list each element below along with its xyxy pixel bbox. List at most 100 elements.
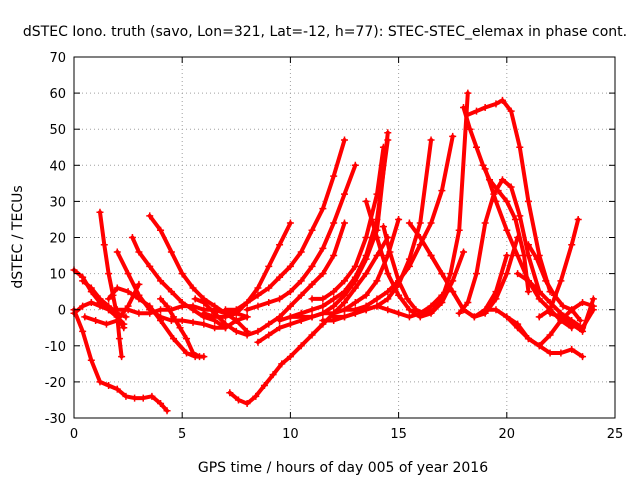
x-tick-label: 20 [499, 427, 516, 442]
data-point [276, 295, 284, 303]
data-point [373, 302, 381, 310]
data-point [535, 342, 543, 350]
data-point [498, 96, 506, 104]
data-point [286, 320, 294, 328]
data-point [479, 161, 487, 169]
data-point [113, 317, 121, 325]
data-point [341, 190, 348, 198]
series-track [223, 138, 347, 312]
data-point [183, 349, 191, 357]
data-point [87, 284, 95, 292]
data-point [373, 277, 381, 285]
y-tick-label: 20 [49, 232, 66, 247]
data-point [170, 335, 178, 343]
data-point [589, 295, 597, 303]
data-point [146, 262, 154, 270]
data-point [405, 219, 413, 227]
y-tick-label: 30 [49, 195, 66, 210]
data-point [427, 136, 435, 144]
data-point [568, 241, 576, 249]
data-point [92, 317, 100, 325]
data-point [135, 280, 143, 288]
data-point [341, 136, 348, 144]
data-point [546, 349, 554, 357]
data-point [568, 320, 576, 328]
data-point [120, 324, 128, 332]
data-series-16 [221, 136, 348, 314]
data-point [87, 298, 95, 306]
series-track [461, 105, 531, 294]
data-point [362, 252, 370, 260]
data-point [516, 143, 524, 151]
data-point [492, 197, 500, 205]
data-point [503, 270, 511, 278]
data-point [341, 277, 348, 285]
data-series-36 [535, 215, 582, 321]
data-point [200, 320, 208, 328]
data-point [574, 215, 582, 223]
data-point [416, 313, 424, 321]
data-point [276, 241, 284, 249]
data-point [254, 284, 262, 292]
data-point [507, 183, 515, 191]
x-tick-label: 5 [178, 427, 186, 442]
data-point [265, 262, 273, 270]
data-point [243, 331, 251, 339]
data-point [265, 298, 273, 306]
data-point [330, 295, 338, 303]
x-tick-label: 15 [390, 427, 407, 442]
data-point [189, 302, 197, 310]
data-point [243, 306, 251, 314]
data-point [276, 324, 284, 332]
data-point [559, 302, 567, 310]
data-point [176, 324, 184, 332]
data-point [330, 313, 338, 321]
data-point [163, 302, 171, 310]
data-point [254, 338, 262, 346]
data-point [362, 291, 370, 299]
data-point [105, 270, 113, 278]
y-tick-label: -10 [45, 340, 66, 355]
data-point [319, 302, 327, 310]
data-point [503, 197, 511, 205]
data-point [100, 241, 108, 249]
data-point [341, 288, 348, 296]
data-point [319, 270, 327, 278]
data-point [373, 252, 381, 260]
data-point [351, 273, 359, 281]
data-point [384, 288, 392, 296]
data-point [481, 306, 489, 314]
data-point [96, 208, 104, 216]
series-track [72, 307, 170, 413]
data-series-12 [157, 295, 204, 361]
data-point [221, 313, 229, 321]
data-point [470, 313, 478, 321]
data-point [276, 273, 284, 281]
data-point [87, 356, 95, 364]
data-point [148, 392, 156, 400]
data-point [405, 313, 413, 321]
data-point [455, 226, 463, 234]
data-point [546, 331, 554, 339]
data-point [514, 270, 522, 278]
data-point [412, 306, 420, 314]
data-point [79, 327, 87, 335]
data-point [254, 291, 262, 299]
data-point [421, 309, 429, 317]
data-point [297, 248, 305, 256]
data-series-9 [128, 234, 229, 332]
data-point [183, 335, 191, 343]
data-point [351, 298, 359, 306]
data-point [511, 215, 519, 223]
series-track [515, 271, 596, 330]
x-tick-label: 10 [282, 427, 299, 442]
data-point [351, 161, 359, 169]
data-point [542, 277, 550, 285]
data-point [102, 320, 110, 328]
data-point [113, 248, 121, 256]
data-point [113, 306, 121, 314]
series-track [364, 199, 466, 319]
data-point [576, 317, 584, 325]
data-point [146, 309, 154, 317]
data-point [373, 234, 381, 241]
